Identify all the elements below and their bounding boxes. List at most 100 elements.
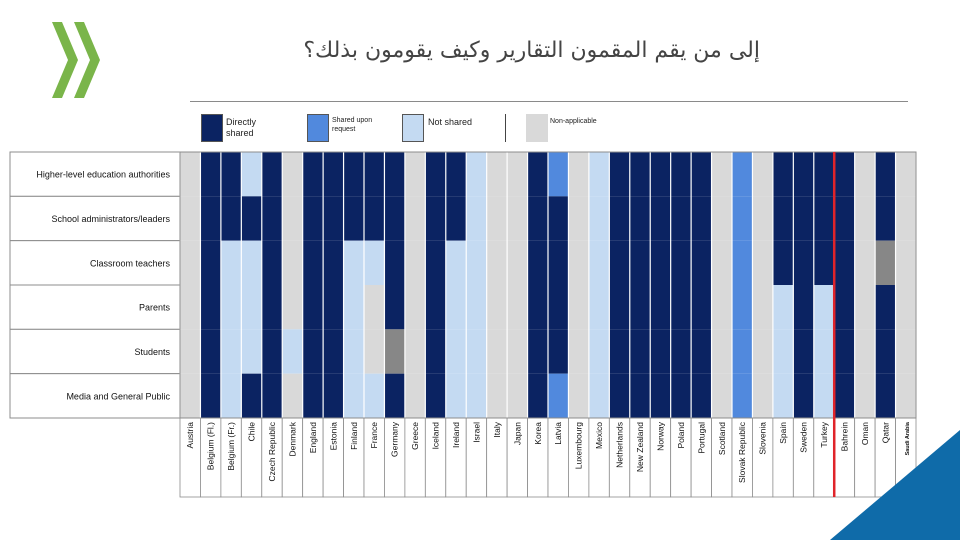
matrix-cell [650, 240, 671, 285]
column-label: Israel [471, 422, 481, 443]
matrix-cell [282, 152, 303, 197]
matrix-cell [261, 240, 283, 285]
matrix-cell [895, 240, 916, 285]
matrix-cell [670, 329, 692, 374]
matrix-cell [527, 373, 548, 418]
column-label: Slovenia [758, 422, 768, 455]
matrix-cell [772, 373, 794, 418]
matrix-cell [200, 152, 221, 197]
column-label: Luxembourg [574, 422, 584, 470]
matrix-cell [180, 373, 201, 418]
legend-separator [505, 114, 506, 142]
row-label-bands [9, 151, 181, 419]
matrix-cell [854, 152, 876, 197]
matrix-cell [282, 373, 303, 418]
matrix-cell [548, 373, 569, 418]
column-label: Oman [860, 422, 870, 445]
matrix-cell [220, 285, 242, 330]
matrix-cell [343, 240, 364, 285]
matrix-cell [404, 196, 426, 241]
row-label: Students [134, 347, 170, 357]
matrix-cell [650, 329, 671, 374]
matrix-cell [854, 240, 876, 285]
matrix-cell [343, 196, 364, 241]
column-label: Scotland [717, 422, 727, 455]
matrix-cell [772, 196, 794, 241]
matrix-cell [486, 240, 508, 285]
column-label: Greece [410, 422, 420, 450]
row-band-3 [9, 284, 181, 330]
matrix-cell [895, 196, 916, 241]
matrix-cell [854, 329, 876, 374]
matrix-cell [813, 152, 835, 197]
matrix-cell [302, 240, 324, 285]
column-label: Norway [655, 421, 665, 451]
matrix-cell [364, 373, 385, 418]
matrix-cell [568, 152, 589, 197]
matrix-cell [445, 329, 467, 374]
matrix-cell [486, 152, 508, 197]
matrix-cell [588, 196, 610, 241]
matrix-cell [241, 240, 262, 285]
matrix-cell [732, 373, 753, 418]
matrix-cell [282, 329, 303, 374]
matrix-cell [527, 240, 548, 285]
matrix-cell [425, 285, 446, 330]
legend-swatch-non-applicable [526, 114, 548, 142]
row-label: Media and General Public [66, 391, 170, 401]
matrix-cell [609, 373, 630, 418]
matrix-cell [425, 240, 446, 285]
column-label: Chile [247, 422, 257, 442]
matrix-cell [670, 285, 692, 330]
matrix-cell [650, 285, 671, 330]
matrix-cell [568, 329, 589, 374]
column-label: France [369, 422, 379, 449]
corner-accent-shape [830, 430, 960, 540]
title-divider [190, 101, 908, 102]
matrix-cell [609, 329, 630, 374]
double-chevron-logo-icon [52, 22, 100, 98]
legend-label-shared-upon-request: Shared upon request [332, 117, 373, 133]
matrix-cell [527, 329, 548, 374]
matrix-cell [650, 152, 671, 197]
matrix-cell [629, 152, 651, 197]
logo-chevron-right [74, 22, 100, 98]
matrix-cell [691, 373, 712, 418]
matrix-cell [568, 373, 589, 418]
matrix-cell [732, 240, 753, 285]
matrix-cell [588, 285, 610, 330]
matrix-cell [507, 285, 528, 330]
matrix-cell [261, 285, 283, 330]
row-band-1 [9, 195, 181, 242]
matrix-cell [180, 196, 201, 241]
matrix-cell [609, 152, 630, 197]
matrix-cell [588, 373, 610, 418]
matrix-cell [670, 373, 692, 418]
matrix-cell [282, 196, 303, 241]
matrix-cell [323, 285, 344, 330]
matrix-cell [261, 329, 283, 374]
matrix-cell [343, 285, 364, 330]
row-label: Parents [139, 303, 171, 313]
matrix-cell [343, 373, 364, 418]
matrix-cell [180, 329, 201, 374]
matrix-cell [732, 285, 753, 330]
matrix-cell [302, 285, 324, 330]
matrix-cell [486, 329, 508, 374]
matrix-cell [466, 196, 487, 241]
matrix-cell [486, 196, 508, 241]
matrix-cell [854, 373, 876, 418]
matrix-cell [772, 329, 794, 374]
matrix-cell [609, 285, 630, 330]
matrix-cell [793, 373, 814, 418]
matrix-cell [854, 196, 876, 241]
legend-label-non-applicable: Non-applicable [550, 118, 597, 125]
matrix-cell [629, 285, 651, 330]
matrix-cell [466, 240, 487, 285]
column-label: Germany [390, 421, 400, 457]
row-label: Higher-level education authorities [36, 170, 170, 180]
matrix-cell [527, 152, 548, 197]
matrix-cell [200, 240, 221, 285]
matrix-cell [323, 240, 344, 285]
matrix-cell [220, 152, 242, 197]
